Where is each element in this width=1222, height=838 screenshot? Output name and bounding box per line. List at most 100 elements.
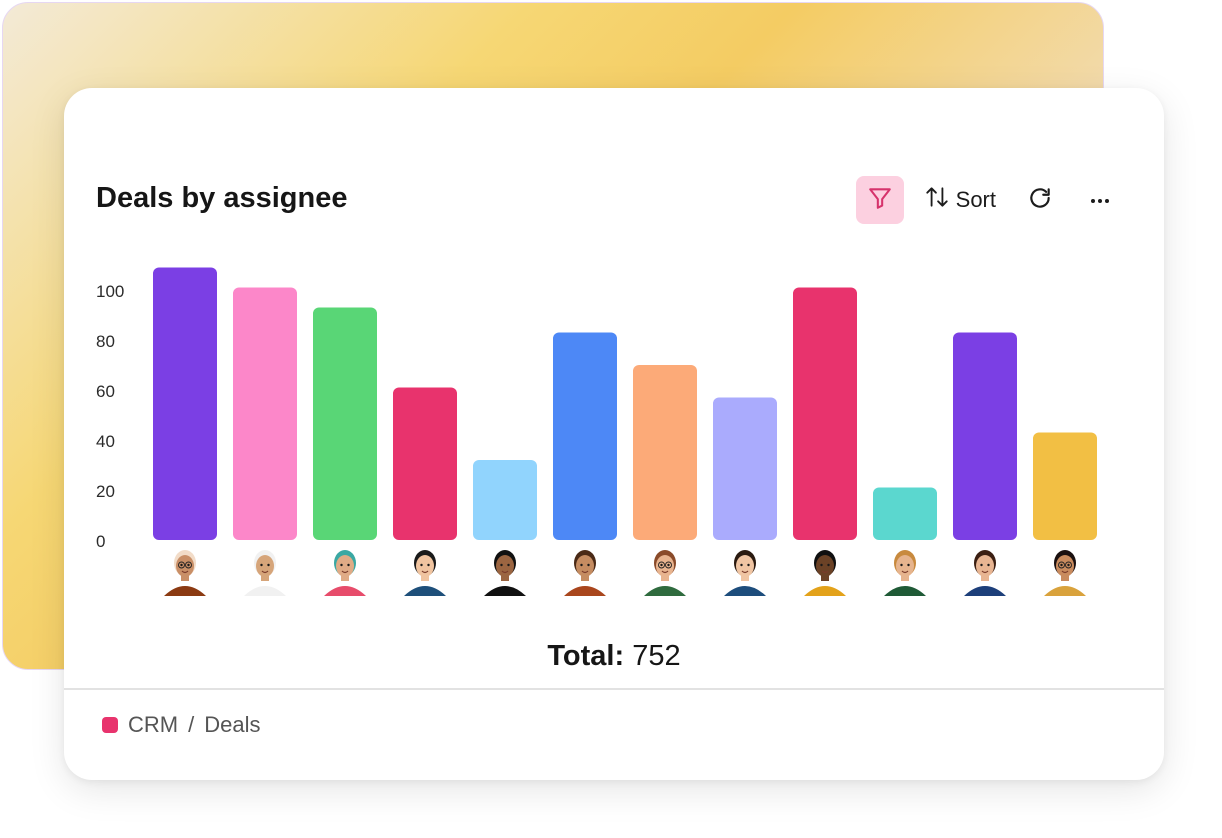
- avatar-glasses: [1058, 561, 1065, 569]
- total-summary: Total: 752: [64, 640, 1164, 673]
- avatar-face: [336, 555, 354, 577]
- bar-chart: 0 20 40 60 80 100: [64, 248, 1164, 618]
- avatar-mouth: [741, 570, 749, 574]
- avatar-eye: [980, 563, 983, 567]
- avatar-face: [1056, 555, 1074, 577]
- refresh-button[interactable]: [1016, 176, 1064, 224]
- avatar-icon: [164, 550, 206, 596]
- avatar-eye: [740, 563, 743, 567]
- avatar-icon: [644, 550, 686, 596]
- avatar-icon: [484, 550, 526, 596]
- avatar-shoulders: [164, 586, 206, 596]
- y-tick-label: 40: [96, 432, 115, 451]
- y-tick-label: 100: [96, 282, 124, 301]
- avatar-eye: [667, 563, 670, 567]
- sort-button[interactable]: Sort: [916, 176, 1004, 224]
- breadcrumb-item-crm[interactable]: CRM: [128, 712, 179, 737]
- avatar-shoulders: [724, 586, 766, 596]
- avatar-face: [496, 555, 514, 577]
- avatar-mouth: [261, 570, 269, 574]
- bar-assignee-9: [793, 287, 857, 540]
- bar-assignee-2: [233, 287, 297, 540]
- bar-assignee-1: [153, 267, 217, 540]
- y-tick-label: 20: [96, 482, 115, 501]
- avatar-mouth: [501, 570, 509, 574]
- avatar-shoulders: [564, 586, 606, 596]
- breadcrumb-separator: /: [188, 712, 195, 737]
- avatar-face: [256, 555, 274, 577]
- total-value: 752: [632, 640, 681, 672]
- avatar-mouth: [821, 570, 829, 574]
- avatar-glasses: [185, 561, 192, 569]
- avatar-eye: [747, 563, 750, 567]
- avatar-icon: [884, 550, 926, 596]
- avatar-face: [816, 555, 834, 577]
- more-horizontal-icon: [1089, 191, 1111, 209]
- avatar-face: [176, 555, 194, 577]
- avatar-eye: [1067, 563, 1070, 567]
- avatar-eye: [907, 563, 910, 567]
- avatar-shoulders: [484, 586, 526, 596]
- more-options-button[interactable]: [1076, 176, 1124, 224]
- widget-toolbar: Sort: [855, 176, 1124, 224]
- avatar-eye: [347, 563, 350, 567]
- avatar-eye: [267, 563, 270, 567]
- avatar-eye: [180, 563, 183, 567]
- y-tick-label: 80: [96, 332, 115, 351]
- footer-divider: [64, 688, 1164, 690]
- avatar-shoulders: [1044, 586, 1086, 596]
- avatar-icon: [1044, 550, 1086, 596]
- avatar-face: [976, 555, 994, 577]
- avatar-shoulders: [884, 586, 926, 596]
- avatar-eye: [660, 563, 663, 567]
- bar-assignee-12: [1033, 432, 1097, 540]
- filter-icon: [867, 185, 893, 216]
- filter-button[interactable]: [855, 176, 904, 224]
- avatar-mouth: [581, 570, 589, 574]
- bar-chart-svg: 0 20 40 60 80 100: [96, 267, 1097, 596]
- avatar-face: [416, 555, 434, 577]
- sort-arrows-icon: [924, 184, 950, 216]
- avatar-eye: [1060, 563, 1063, 567]
- avatar-eye: [260, 563, 263, 567]
- avatar-eye: [580, 563, 583, 567]
- avatar-mouth: [341, 570, 349, 574]
- avatar-shoulders: [404, 586, 446, 596]
- refresh-icon: [1027, 185, 1053, 216]
- avatar-mouth: [901, 570, 909, 574]
- chart-widget-card: Deals by assignee Sort: [64, 88, 1164, 780]
- avatar-shoulders: [964, 586, 1006, 596]
- bar-assignee-5: [473, 460, 537, 540]
- bar-assignee-4: [393, 387, 457, 540]
- avatar-face: [656, 555, 674, 577]
- avatar-shoulders: [644, 586, 686, 596]
- avatar-mouth: [661, 570, 669, 574]
- bar-assignee-8: [713, 397, 777, 540]
- avatar-face: [896, 555, 914, 577]
- breadcrumb-item-deals[interactable]: Deals: [204, 712, 261, 737]
- avatar-icon: [724, 550, 766, 596]
- avatar-eye: [427, 563, 430, 567]
- avatar-mouth: [1061, 570, 1069, 574]
- y-tick-label: 60: [96, 382, 115, 401]
- avatar-eye: [587, 563, 590, 567]
- avatar-mouth: [421, 570, 429, 574]
- widget-title: Deals by assignee: [96, 182, 348, 214]
- avatar-eye: [420, 563, 423, 567]
- avatar-icon: [244, 550, 286, 596]
- avatar-glasses: [1065, 561, 1072, 569]
- total-label: Total:: [547, 640, 625, 672]
- avatar-icon: [404, 550, 446, 596]
- avatar-eye: [820, 563, 823, 567]
- avatar-eye: [500, 563, 503, 567]
- avatar-eye: [507, 563, 510, 567]
- bar-assignee-6: [553, 332, 617, 540]
- avatar-icon: [804, 550, 846, 596]
- avatar-mouth: [181, 570, 189, 574]
- avatar-icon: [564, 550, 606, 596]
- avatar-icon: [324, 550, 366, 596]
- avatar-mouth: [981, 570, 989, 574]
- avatar-eye: [340, 563, 343, 567]
- avatar-eye: [987, 563, 990, 567]
- avatar-glasses: [658, 561, 665, 569]
